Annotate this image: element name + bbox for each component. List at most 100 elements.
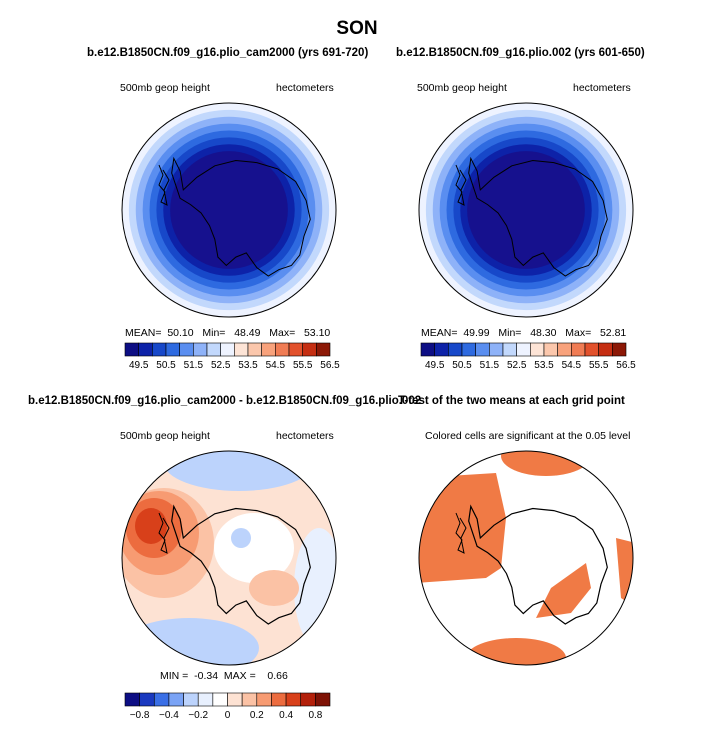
colorbar-segment: [247, 342, 262, 357]
colorbar-segment: [300, 692, 316, 707]
colorbar-segment: [124, 692, 140, 707]
colorbar-segment: [193, 342, 208, 357]
colorbar-tick-label: 55.5: [293, 360, 313, 371]
colorbar-tick-label: 56.5: [616, 360, 636, 371]
colorbar-segment: [179, 342, 194, 357]
colorbar-segment: [461, 342, 476, 357]
antarctica-outline: [171, 504, 311, 625]
ttest-map-group: [419, 451, 633, 665]
colorbar-segment: [234, 342, 249, 357]
colorbar-tick-label: 50.5: [452, 360, 472, 371]
colorbar-segment: [557, 342, 572, 357]
colorbar-segment: [256, 692, 272, 707]
variable-label-top-left: 500mb geop height: [120, 82, 210, 94]
map-border: [121, 450, 337, 666]
colorbar-tick-label: 0.8: [308, 710, 322, 721]
map-border: [121, 102, 337, 318]
map-rings-group: [419, 103, 633, 317]
colorbar-segment: [220, 342, 235, 357]
colorbar-tick-label: 49.5: [129, 360, 149, 371]
colorbar-segment: [168, 692, 184, 707]
max-value: 52.81: [599, 327, 627, 339]
colorbar-segment: [261, 342, 276, 357]
colorbar-tick-label: 54.5: [562, 360, 582, 371]
units-label-top-right: hectometers: [573, 82, 631, 94]
min-label: MIN =: [160, 670, 189, 682]
units-label-top-left: hectometers: [276, 82, 334, 94]
mean-label: MEAN=: [421, 327, 458, 339]
colorbar-segment: [271, 692, 287, 707]
colorbar-tick-label: 56.5: [320, 360, 340, 371]
colorbar-tick-label: 52.5: [507, 360, 527, 371]
colorbar-segment: [153, 692, 170, 707]
colorbar-tick-label: 0.2: [250, 710, 264, 721]
diff-negative-center: [231, 528, 251, 548]
stats-top-left: MEAN= 50.10 Min= 48.49 Max= 53.10: [125, 327, 330, 339]
colorbar-segment: [448, 342, 463, 357]
colorbar-segment: [612, 342, 627, 357]
diff-negative-bottom: [122, 618, 259, 665]
colorbar-tick-label: 52.5: [211, 360, 231, 371]
colorbar-tick-label: −0.8: [130, 710, 150, 721]
colorbar-segment: [165, 342, 180, 357]
colorbar-segment: [530, 342, 545, 357]
colorbar-tick-label: 55.5: [589, 360, 609, 371]
colorbar-segment: [138, 342, 153, 357]
colorbar-segment: [139, 692, 155, 707]
diff-neutral-center: [214, 513, 294, 583]
colorbar-tick-label: 54.5: [266, 360, 286, 371]
colorbar-segment: [212, 692, 228, 707]
min-value: -0.34: [194, 670, 219, 682]
colorbar-top-left: 49.5 50.5 51.5 52.5 53.5 54.5 55.5 56.5: [124, 342, 340, 371]
colorbar-tick-label: 49.5: [425, 360, 445, 371]
units-label-diff: hectometers: [276, 430, 334, 442]
colorbar-tick-label: 50.5: [156, 360, 176, 371]
colorbar-tick-label: 0.4: [279, 710, 293, 721]
colorbar-tick-label: 51.5: [480, 360, 500, 371]
colorbar-segment: [316, 342, 331, 357]
colorbar-segment: [584, 342, 599, 357]
colorbar-segment: [502, 342, 517, 357]
diff-negative-top: [164, 451, 314, 491]
min-value: 48.30: [530, 327, 557, 339]
stats-top-right: MEAN= 49.99 Min= 48.30 Max= 52.81: [421, 327, 626, 339]
colorbar-segment: [183, 692, 199, 707]
colorbar-segment: [227, 692, 243, 707]
south-america-outline: [158, 164, 170, 206]
min-value: 48.49: [234, 327, 261, 339]
diff-positive-east: [249, 570, 299, 606]
colorbar-top-right: 49.5 50.5 51.5 52.5 53.5 54.5 55.5 56.5: [420, 342, 636, 371]
significance-note: Colored cells are significant at the 0.0…: [425, 430, 631, 442]
colorbar-tick-label: 0: [225, 710, 231, 721]
max-label: MAX =: [223, 670, 256, 682]
antarctica-outline: [468, 156, 608, 277]
colorbar-segment: [285, 692, 302, 707]
mean-label: MEAN=: [125, 327, 162, 339]
colorbar-segment: [124, 342, 139, 357]
colorbar-tick-label: 53.5: [238, 360, 258, 371]
mean-value: 50.10: [167, 327, 194, 339]
colorbar-segment: [543, 342, 558, 357]
diff-negative-right: [294, 528, 336, 648]
significant-region-north: [501, 451, 591, 476]
mean-value: 49.99: [463, 327, 490, 339]
map-border: [418, 102, 634, 318]
colorbar-tick-label: −0.4: [159, 710, 179, 721]
stats-diff: MIN = -0.34 MAX = 0.66: [160, 670, 288, 682]
diff-map-group: [122, 451, 336, 665]
colorbar-segment: [197, 692, 214, 707]
diff-positive-4: [135, 508, 167, 544]
colorbar-segment: [598, 342, 613, 357]
max-value: 53.10: [303, 327, 331, 339]
variable-label-top-right: 500mb geop height: [417, 82, 507, 94]
colorbar-segment: [315, 692, 331, 707]
significant-region-west: [419, 473, 506, 583]
panel-title-top-left: b.e12.B1850CN.f09_g16.plio_cam2000 (yrs …: [87, 47, 369, 59]
colorbar-segment: [571, 342, 586, 357]
antarctica-outline: [468, 504, 608, 625]
colorbar-tick-label: −0.2: [188, 710, 208, 721]
colorbar-diff: −0.8 −0.4 −0.2 0 0.2 0.4 0.8: [124, 692, 331, 721]
colorbar-segment: [302, 342, 317, 357]
colorbar-segment: [152, 342, 167, 357]
